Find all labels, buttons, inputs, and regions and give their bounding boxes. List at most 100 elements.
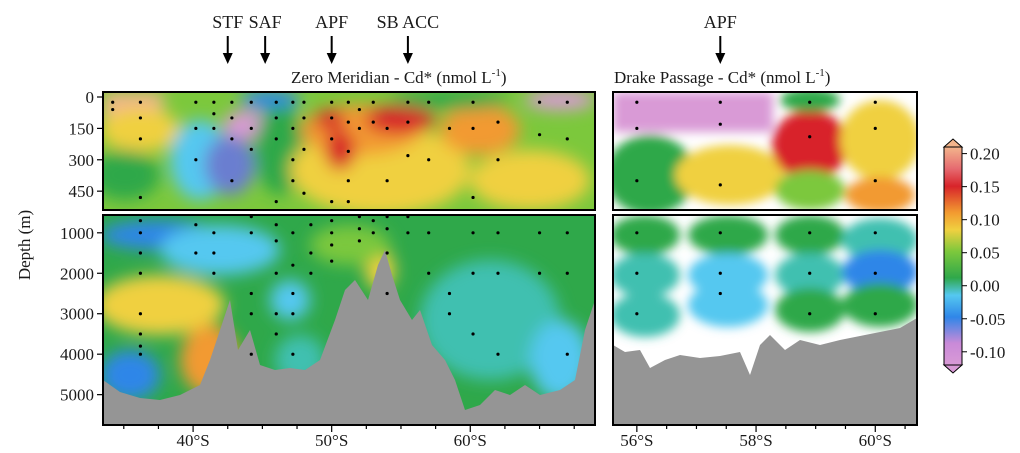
sample-dot xyxy=(230,179,234,183)
zm-upper-panel xyxy=(103,92,595,210)
sample-dot xyxy=(330,243,334,247)
sample-dot xyxy=(330,116,334,120)
sample-dot xyxy=(291,352,295,356)
sample-dot xyxy=(808,135,812,139)
sample-dot xyxy=(471,126,475,130)
y-tick-label: 0 xyxy=(86,88,95,107)
panel-borders xyxy=(102,91,918,426)
sample-dot xyxy=(111,100,115,104)
sample-dot xyxy=(274,200,278,204)
sample-dot xyxy=(346,100,350,104)
sample-dot xyxy=(718,291,722,296)
sample-dot xyxy=(291,291,295,296)
sample-dot xyxy=(309,223,313,227)
sample-dot xyxy=(330,100,334,104)
sample-dot xyxy=(471,271,475,275)
sample-dot xyxy=(471,195,475,200)
front-arrow-head xyxy=(222,53,233,64)
y-tick-label: 5000 xyxy=(60,386,94,405)
sample-dot xyxy=(471,100,475,104)
sample-dot xyxy=(565,352,569,356)
sample-dot xyxy=(291,231,295,235)
sample-dot xyxy=(302,100,306,104)
sample-dot xyxy=(330,231,334,235)
sample-dot xyxy=(406,231,410,235)
sample-dot xyxy=(808,100,812,104)
sample-dot xyxy=(138,271,143,275)
y-tick-label: 4000 xyxy=(60,345,94,364)
sample-dot xyxy=(194,251,198,255)
sample-dot xyxy=(718,271,722,275)
sample-dot xyxy=(194,158,198,162)
sample-dot xyxy=(873,231,877,235)
sample-dot xyxy=(212,112,216,116)
sample-dot xyxy=(565,231,569,235)
sample-dot xyxy=(346,120,350,124)
sample-dot xyxy=(873,312,877,316)
sample-dot xyxy=(635,312,639,316)
x-tick-label: 60°S xyxy=(454,431,487,450)
sample-dot xyxy=(357,215,361,219)
sample-dot xyxy=(447,312,452,316)
sample-dots xyxy=(111,100,877,356)
sample-dot xyxy=(138,219,143,223)
y-tick-label: 300 xyxy=(69,151,95,170)
sample-dot xyxy=(138,332,143,336)
sample-dot xyxy=(212,100,216,104)
sample-dot xyxy=(274,137,278,141)
colorbar-tick-label: 0.00 xyxy=(970,277,1000,296)
sample-dot xyxy=(447,126,452,130)
sample-dot xyxy=(718,183,722,187)
sample-dot xyxy=(346,149,350,154)
sample-dot xyxy=(249,100,253,104)
sample-dot xyxy=(371,120,375,124)
sample-dot xyxy=(537,133,542,137)
x-tick-label: 58°S xyxy=(739,431,772,450)
sample-dot xyxy=(496,158,500,162)
sample-dot xyxy=(406,120,410,124)
sample-dot xyxy=(471,332,475,336)
sample-dot xyxy=(635,231,639,235)
sample-dot xyxy=(371,219,375,223)
front-label: APF xyxy=(315,12,348,32)
front-arrow-head xyxy=(326,53,337,64)
sample-dot xyxy=(808,271,812,275)
sample-dot xyxy=(635,179,639,183)
sample-dot xyxy=(385,291,389,296)
sample-dot xyxy=(635,126,639,130)
sample-dot xyxy=(302,116,306,120)
sample-dot xyxy=(385,227,389,231)
sample-dot xyxy=(138,231,143,235)
sample-dot xyxy=(274,116,278,120)
sample-dot xyxy=(635,271,639,275)
sample-dot xyxy=(496,271,500,275)
sample-dot xyxy=(406,100,410,104)
sample-dot xyxy=(212,126,216,130)
sample-dot xyxy=(537,231,542,235)
sample-dot xyxy=(496,120,500,124)
sample-dot xyxy=(718,231,722,235)
sample-dot xyxy=(406,215,410,219)
axis-ticks: 0 150 300 450 1000 2000 3000 4000 5000 40°S 50°S 60… xyxy=(60,88,906,450)
sample-dot xyxy=(138,116,143,120)
sample-dot xyxy=(330,219,334,223)
sample-dot xyxy=(194,126,198,130)
sample-dot xyxy=(249,312,253,316)
sample-dot xyxy=(291,158,295,162)
sample-dot xyxy=(111,107,115,112)
sample-dot xyxy=(385,126,389,130)
sample-dot xyxy=(537,271,542,275)
colorbar-tick-label: -0.10 xyxy=(970,343,1005,362)
dp-panel-title: Drake Passage - Cd* (nmol L-1) xyxy=(614,67,830,87)
sample-dot xyxy=(330,200,334,204)
y-tick-label: 1000 xyxy=(60,224,94,243)
sample-dot xyxy=(309,251,313,255)
colorbar: 0.20 0.15 0.10 0.05 0.00 -0.05 -0.10 xyxy=(942,138,1005,374)
sample-dot xyxy=(427,271,431,275)
colorbar-tick-label: 0.05 xyxy=(970,244,1000,263)
x-tick-label: 40°S xyxy=(176,431,209,450)
sample-dot xyxy=(274,312,278,316)
x-tick-label: 50°S xyxy=(315,431,348,450)
sample-dot xyxy=(138,100,143,104)
